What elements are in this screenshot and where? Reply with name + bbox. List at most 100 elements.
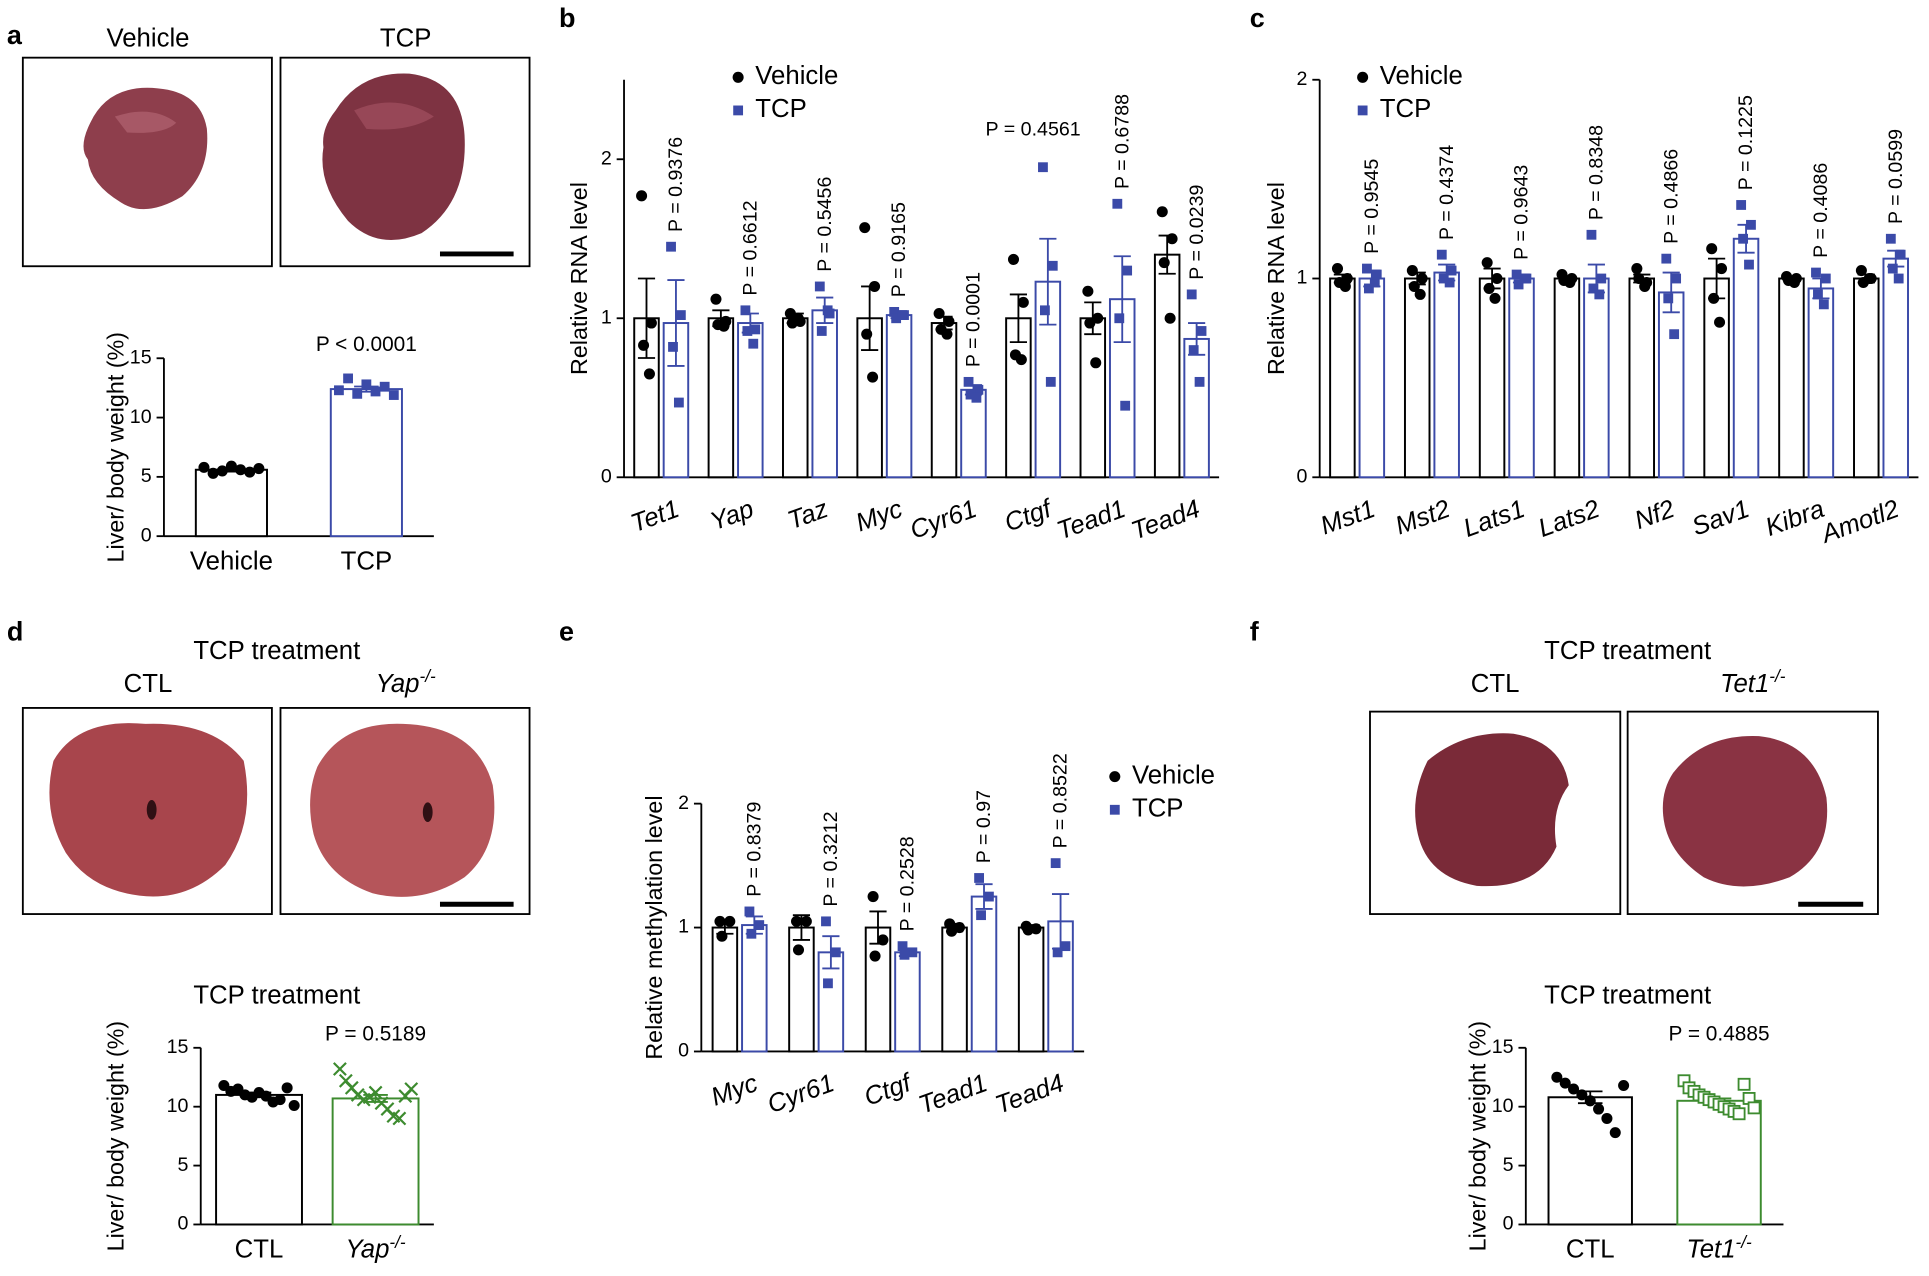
data-point [673,397,684,408]
data-point [288,1099,300,1112]
data-point [334,385,344,396]
label-superscript: -/- [419,666,435,686]
data-point [1576,1089,1588,1101]
data-point [1706,243,1718,255]
data-point [740,305,751,316]
x-tick-label: Ctgf [1001,494,1058,537]
label-text: Tet1 [1720,670,1769,698]
data-point [792,312,804,324]
bar [331,1097,420,1226]
legend-marker [732,71,744,83]
data-point [1855,265,1867,277]
bar [1807,287,1835,479]
panel-label: c [1250,3,1265,33]
annotation: P = 0.0001 [963,272,985,367]
data-point [1414,288,1426,300]
bar [782,317,809,479]
data-point [1007,253,1020,265]
y-tick-label: 1 [601,306,612,328]
bar [856,317,883,479]
data-point [861,328,873,340]
data-point [645,317,657,329]
data-point [352,388,363,399]
data-point [1363,283,1374,294]
data-point [891,313,902,324]
bar [1478,277,1506,479]
legend-label: TCP [1132,795,1184,823]
annotation: P = 0.0239 [1186,185,1208,280]
y-tick-label: 0 [678,1040,689,1062]
data-point [1715,263,1728,275]
photo-label: CTL [124,670,173,698]
chart-title: TCP treatment [1544,982,1711,1010]
bar [194,468,268,538]
annotation: P = 0.4374 [1436,145,1458,240]
data-point [943,315,955,327]
data-point [974,873,985,883]
data-point [1631,263,1643,275]
x-tick-label: Tead1 [915,1069,991,1119]
annotation: P = 0.4885 [1669,1022,1770,1045]
data-point [274,1094,286,1106]
x-tick-label: Vehicle [190,547,273,575]
data-point [1022,924,1034,936]
data-point [1714,316,1726,328]
data-point [1038,162,1048,173]
data-point [1406,265,1418,277]
y-tick-label: 15 [1492,1036,1514,1058]
x-tick-label: Myc [707,1069,761,1111]
data-point [1164,312,1176,324]
data-point [1663,293,1674,304]
data-point [823,978,833,989]
annotation: P = 0.9545 [1361,159,1383,254]
data-point [1186,289,1197,300]
bar [930,322,958,479]
bar [329,388,403,538]
data-point [724,915,736,927]
data-point [1737,1077,1751,1091]
bar [1433,271,1460,479]
photo-label: Vehicle [106,25,189,53]
annotation: P = 0.5456 [814,177,836,272]
annotation: P = 0.0599 [1885,129,1907,224]
data-point [1017,296,1029,308]
data-point [1601,1112,1613,1124]
annotation: P = 0.8522 [1050,753,1072,848]
data-point [750,324,761,335]
data-point [216,465,228,477]
data-point [1661,253,1672,264]
data-point [370,386,381,397]
annotation: P = 0.9165 [888,202,910,297]
x-tick-label: Mst1 [1317,495,1379,540]
annotation: P = 0.9643 [1511,165,1533,260]
data-point [643,368,655,380]
bar [864,926,892,1053]
data-point [965,389,976,400]
x-tick-label: Tet1-/- [1686,1232,1752,1264]
data-point [388,390,399,400]
y-tick-label: 0 [1503,1213,1514,1235]
data-point [1609,1127,1621,1139]
data-point [1015,354,1027,366]
data-point [244,466,256,478]
data-point [710,293,722,305]
data-point [1045,376,1056,387]
data-point [907,947,918,958]
x-tick-label: CTL [1566,1236,1615,1264]
panel-label: b [559,3,575,33]
y-tick-label: 0 [141,524,152,546]
data-point [791,915,803,927]
data-point [821,916,831,927]
annotation: P = 0.5189 [325,1022,426,1045]
legend-label: Vehicle [1132,761,1215,789]
label-text: Yap [376,670,420,698]
bar [1628,277,1656,479]
y-tick-label: 5 [141,465,152,487]
bar [1583,277,1610,479]
photo-title: TCP treatment [1544,637,1711,665]
data-point [668,341,678,352]
data-point [1040,305,1050,316]
x-tick-label: Lats2 [1535,495,1604,543]
y-tick-label: 2 [601,147,612,169]
